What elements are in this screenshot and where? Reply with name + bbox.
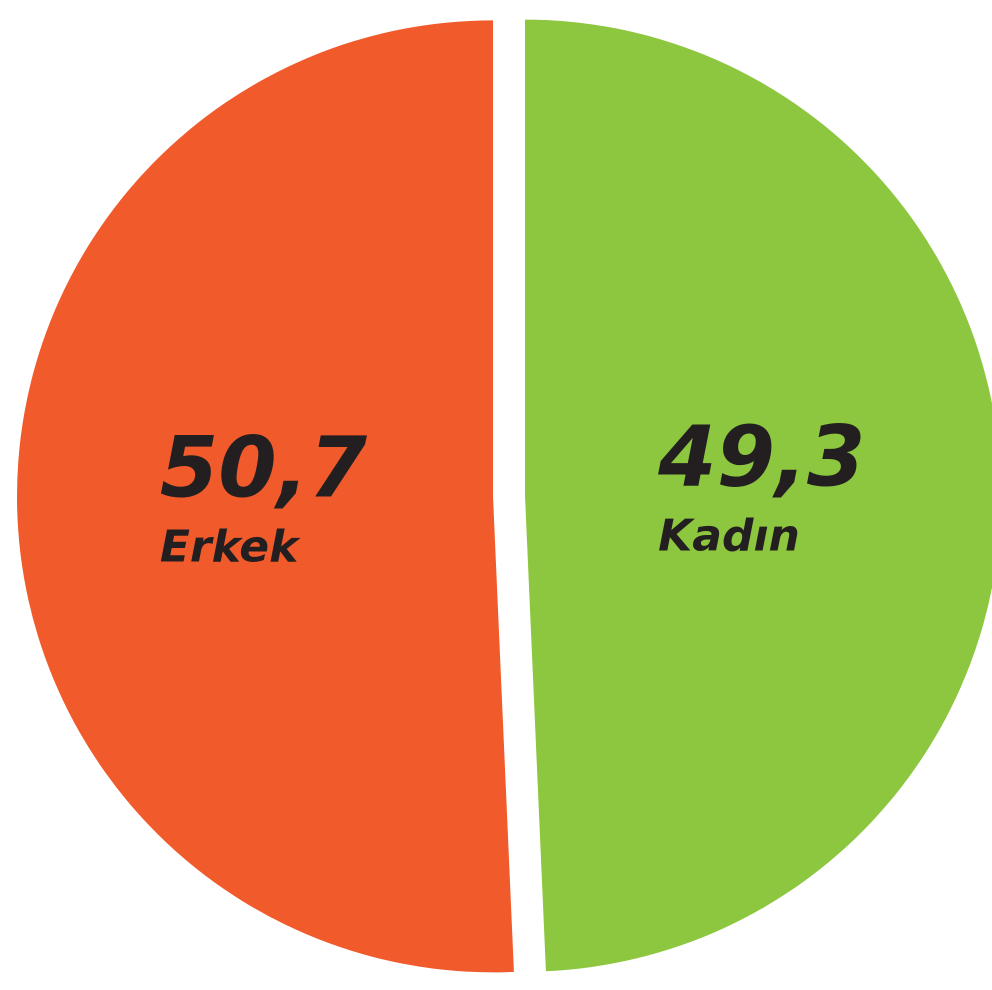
category-label: Kadın bbox=[658, 511, 800, 562]
category-label: Erkek bbox=[160, 521, 301, 572]
value-label: 49,3 bbox=[657, 408, 865, 506]
pie-slice bbox=[524, 19, 992, 972]
pie-slice bbox=[17, 20, 514, 973]
value-label: 50,7 bbox=[160, 418, 368, 516]
